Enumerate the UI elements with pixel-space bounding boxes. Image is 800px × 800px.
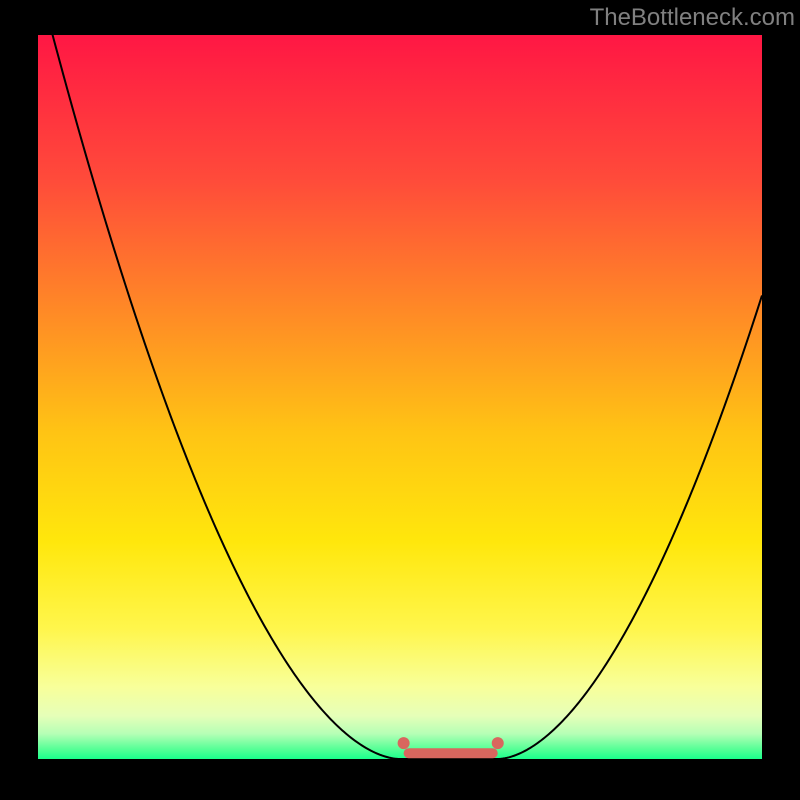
optimal-range-pill [404, 748, 498, 758]
plot-background [38, 35, 762, 759]
optimal-range-endpoint-0 [398, 737, 410, 749]
bottleneck-curve-plot [38, 35, 762, 759]
optimal-range-endpoint-1 [492, 737, 504, 749]
chart-frame: TheBottleneck.com [0, 0, 800, 800]
watermark-text: TheBottleneck.com [590, 4, 795, 32]
